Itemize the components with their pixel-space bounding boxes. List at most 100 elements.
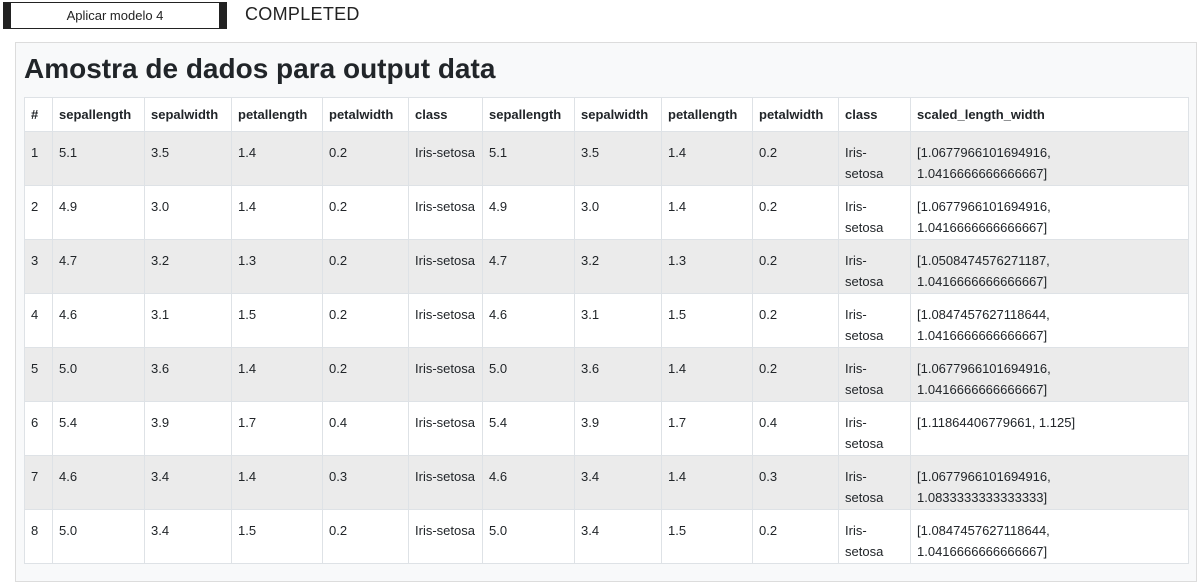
panel-title: Amostra de dados para output data (24, 53, 496, 84)
table-cell: 1.5 (661, 509, 753, 564)
table-cell: 0.2 (752, 131, 839, 186)
table-header-row: # sepallength sepalwidth petallength pet… (24, 97, 1189, 132)
table-cell: 1.3 (661, 239, 753, 294)
apply-model-button[interactable]: Aplicar modelo 4 (3, 2, 227, 29)
table-cell: 0.2 (752, 509, 839, 564)
table-cell: 0.2 (322, 509, 409, 564)
table-cell: [1.0508474576271187, 1.0416666666666667] (910, 239, 1189, 294)
table-cell: Iris-setosa (838, 293, 911, 348)
table-row: 6 5.4 3.9 1.7 0.4 Iris-setosa 5.4 3.9 1.7 0.4 Iris… (24, 401, 1189, 456)
table-cell: Iris-setosa (408, 185, 483, 240)
column-header: class (838, 97, 911, 132)
table-cell: 3.0 (144, 185, 232, 240)
table-cell: 5.1 (482, 131, 575, 186)
table-cell: 0.4 (752, 401, 839, 456)
table-cell: 3.1 (574, 293, 662, 348)
table-cell: 3.6 (144, 347, 232, 402)
status-text: COMPLETED (245, 4, 360, 24)
table-cell: [1.0677966101694916, 1.0416666666666667] (910, 185, 1189, 240)
table-cell: 1.5 (231, 293, 323, 348)
table-cell: 4 (24, 293, 53, 348)
table-cell: 3.5 (144, 131, 232, 186)
column-header: class (408, 97, 483, 132)
table-cell: 3.9 (574, 401, 662, 456)
table-cell: [1.0847457627118644, 1.0416666666666667] (910, 509, 1189, 564)
column-header: petallength (661, 97, 753, 132)
table-cell: 3.2 (574, 239, 662, 294)
table-cell: 0.2 (322, 239, 409, 294)
column-header: # (24, 97, 53, 132)
table-cell: 1.4 (661, 185, 753, 240)
table-cell: [1.11864406779661, 1.125] (910, 401, 1189, 456)
table-cell: 0.3 (322, 455, 409, 510)
table-cell: 3.5 (574, 131, 662, 186)
table-cell: 1.4 (661, 455, 753, 510)
table-cell: 1.5 (661, 293, 753, 348)
table-row: 5 5.0 3.6 1.4 0.2 Iris-setosa 5.0 3.6 1.4 0.2 Iris… (24, 347, 1189, 402)
table-cell: 4.9 (482, 185, 575, 240)
table-cell: 4.6 (482, 455, 575, 510)
table-cell: 3 (24, 239, 53, 294)
table-cell: [1.0677966101694916, 1.0416666666666667] (910, 131, 1189, 186)
table-cell: 3.4 (144, 455, 232, 510)
table-cell: 0.2 (752, 293, 839, 348)
table-cell: 0.2 (322, 347, 409, 402)
table-cell: 3.4 (574, 455, 662, 510)
table-cell: 5.4 (52, 401, 145, 456)
table-cell: 4.7 (52, 239, 145, 294)
table-cell: 3.9 (144, 401, 232, 456)
table-cell: 1.3 (231, 239, 323, 294)
table-cell: Iris-setosa (838, 509, 911, 564)
table-cell: 3.4 (574, 509, 662, 564)
column-header: sepallength (482, 97, 575, 132)
table-cell: Iris-setosa (838, 455, 911, 510)
table-cell: 4.6 (52, 455, 145, 510)
table-cell: Iris-setosa (838, 239, 911, 294)
column-header: petallength (231, 97, 323, 132)
table-cell: 6 (24, 401, 53, 456)
table-cell: 3.1 (144, 293, 232, 348)
table-cell: 5.0 (52, 347, 145, 402)
table-cell: Iris-setosa (408, 455, 483, 510)
table-cell: [1.0677966101694916, 1.0416666666666667] (910, 347, 1189, 402)
table-cell: 4.9 (52, 185, 145, 240)
table-cell: 3.0 (574, 185, 662, 240)
table-cell: 1.5 (231, 509, 323, 564)
output-data-panel: Amostra de dados para output data # sepa… (15, 42, 1197, 582)
table-cell: 5.4 (482, 401, 575, 456)
table-cell: Iris-setosa (408, 347, 483, 402)
column-header: sepallength (52, 97, 145, 132)
table-cell: [1.0847457627118644, 1.0416666666666667] (910, 293, 1189, 348)
table-cell: 1.4 (231, 185, 323, 240)
table-cell: 0.2 (752, 239, 839, 294)
table-cell: 0.2 (322, 185, 409, 240)
table-cell: Iris-setosa (838, 185, 911, 240)
column-header: sepalwidth (574, 97, 662, 132)
table-cell: 3.2 (144, 239, 232, 294)
table-cell: 1.7 (661, 401, 753, 456)
table-cell: [1.0677966101694916, 1.0833333333333333] (910, 455, 1189, 510)
table-cell: 0.2 (752, 185, 839, 240)
table-cell: 8 (24, 509, 53, 564)
table-cell: 0.3 (752, 455, 839, 510)
table-cell: Iris-setosa (408, 239, 483, 294)
table-cell: 5.0 (482, 347, 575, 402)
table-cell: 0.4 (322, 401, 409, 456)
table-row: 3 4.7 3.2 1.3 0.2 Iris-setosa 4.7 3.2 1.3 0.2 Iris… (24, 239, 1189, 294)
table-cell: 3.6 (574, 347, 662, 402)
table-cell: Iris-setosa (408, 401, 483, 456)
table-cell: 7 (24, 455, 53, 510)
table-row: 2 4.9 3.0 1.4 0.2 Iris-setosa 4.9 3.0 1.4 0.2 Iris… (24, 185, 1189, 240)
table-cell: 1.7 (231, 401, 323, 456)
table-cell: 1.4 (231, 455, 323, 510)
column-header: sepalwidth (144, 97, 232, 132)
table-cell: Iris-setosa (838, 401, 911, 456)
table-row: 1 5.1 3.5 1.4 0.2 Iris-setosa 5.1 3.5 1.4 0.2 Iris… (24, 131, 1189, 186)
table-body: 1 5.1 3.5 1.4 0.2 Iris-setosa 5.1 3.5 1.4 0.2 Iris… (24, 131, 1189, 564)
table-cell: 1.4 (231, 131, 323, 186)
table-cell: 5.1 (52, 131, 145, 186)
table-cell: Iris-setosa (408, 293, 483, 348)
table-cell: 5.0 (52, 509, 145, 564)
table-cell: 4.6 (52, 293, 145, 348)
table-cell: 0.2 (322, 131, 409, 186)
